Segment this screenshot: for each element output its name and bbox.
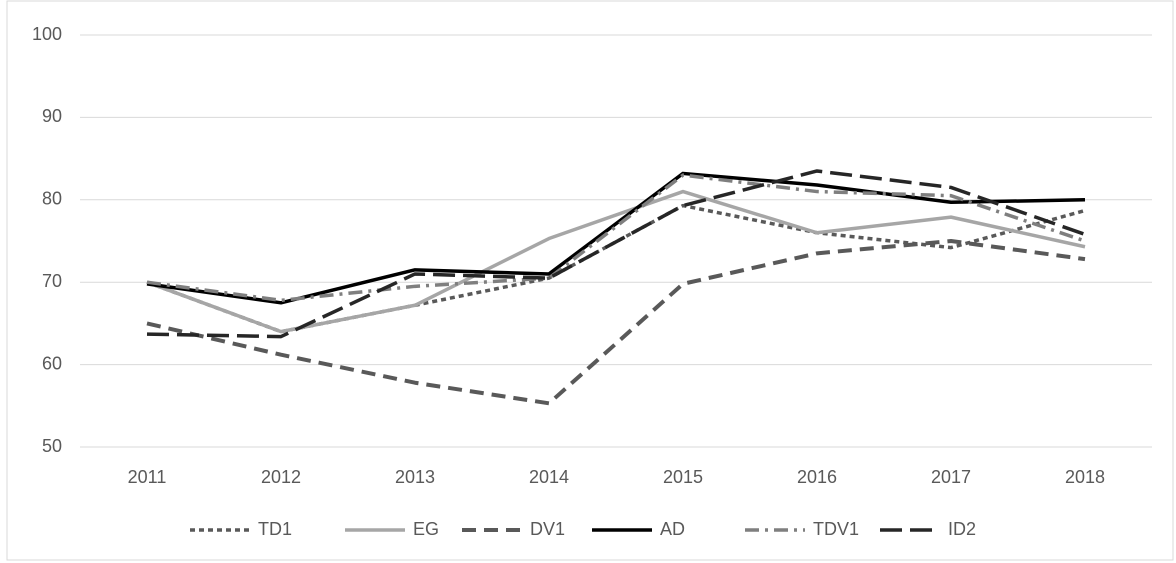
x-tick-label: 2018 [1065, 467, 1105, 487]
series-line [146, 239, 1086, 406]
y-tick-label: 80 [42, 189, 62, 209]
x-tick-label: 2012 [261, 467, 301, 487]
x-tick-label: 2016 [797, 467, 837, 487]
x-tick-label: 2015 [663, 467, 703, 487]
x-tick-label: 2017 [931, 467, 971, 487]
legend-label: EG [413, 519, 439, 539]
x-tick-label: 2011 [128, 467, 167, 487]
x-tick-label: 2014 [529, 467, 569, 487]
x-tick-label: 2013 [395, 467, 435, 487]
y-tick-label: 100 [32, 24, 62, 44]
legend-label: TD1 [258, 519, 292, 539]
y-tick-label: 70 [42, 271, 62, 291]
series-line [146, 173, 1086, 303]
chart-frame [6, 0, 1174, 561]
y-tick-label: 90 [42, 106, 62, 126]
y-tick-label: 60 [42, 353, 62, 373]
legend-label: AD [660, 519, 685, 539]
series-line [146, 169, 1086, 339]
legend-label: ID2 [948, 519, 976, 539]
legend-label: TDV1 [813, 519, 859, 539]
legend-label: DV1 [530, 519, 565, 539]
y-tick-label: 50 [42, 436, 62, 456]
